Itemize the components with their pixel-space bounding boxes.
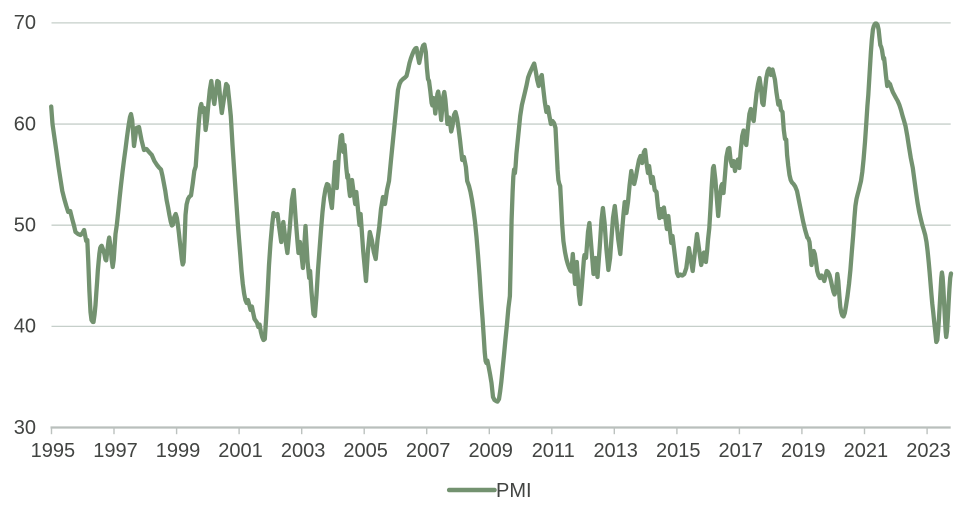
svg-text:30: 30 xyxy=(14,417,36,439)
svg-text:2007: 2007 xyxy=(406,440,451,462)
svg-text:1997: 1997 xyxy=(93,440,138,462)
svg-text:2015: 2015 xyxy=(656,440,701,462)
svg-text:1995: 1995 xyxy=(31,440,76,462)
svg-text:2017: 2017 xyxy=(719,440,764,462)
svg-text:40: 40 xyxy=(14,316,36,338)
svg-text:2021: 2021 xyxy=(844,440,889,462)
svg-text:2019: 2019 xyxy=(781,440,826,462)
svg-text:2011: 2011 xyxy=(532,440,575,462)
svg-text:2009: 2009 xyxy=(468,440,513,462)
svg-text:2013: 2013 xyxy=(593,440,638,462)
svg-text:PMI: PMI xyxy=(496,480,532,502)
svg-text:60: 60 xyxy=(14,113,36,135)
svg-text:70: 70 xyxy=(14,12,36,34)
svg-text:1999: 1999 xyxy=(156,440,201,462)
svg-text:50: 50 xyxy=(14,215,36,237)
svg-text:2023: 2023 xyxy=(906,440,951,462)
svg-text:2003: 2003 xyxy=(281,440,326,462)
svg-text:2001: 2001 xyxy=(218,440,263,462)
svg-text:2005: 2005 xyxy=(343,440,388,462)
